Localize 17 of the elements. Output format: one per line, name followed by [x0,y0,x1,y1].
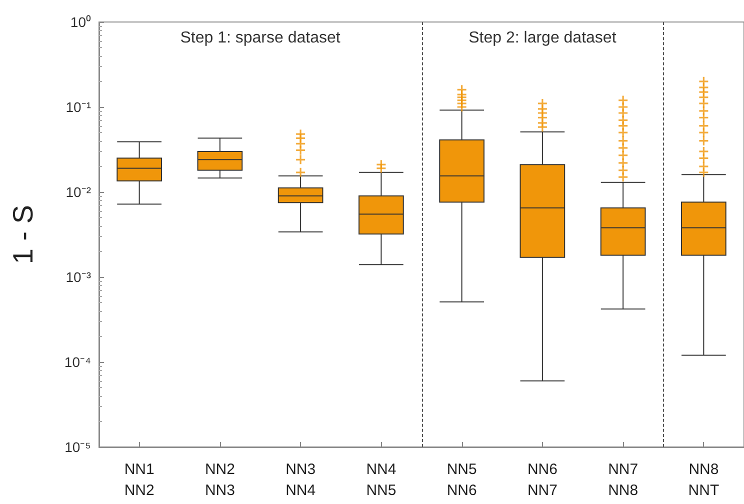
y-tick-label: 10⁻⁵ [64,439,91,455]
y-axis-title: 1 - S [8,204,38,264]
x-tick-label: NN6 NN7 [527,461,558,499]
y-tick-label: 10⁻³ [66,269,92,285]
y-tick-label: 10⁻⁴ [64,354,91,370]
x-tick-label: NN3 NN4 [286,461,316,499]
y-tick-label: 10⁻¹ [66,99,92,115]
x-tick-label: NN4 NN5 [366,461,396,499]
annotation: Step 1: sparse dataset [180,30,341,46]
x-tick-label: NN5 NN6 [446,461,477,499]
x-tick-label: NN2 NN3 [204,461,235,499]
y-tick-label: 10⁻² [66,184,92,200]
x-tick-label: NN1 NN2 [124,461,154,499]
y-tick-label: 10⁰ [70,14,91,30]
x-tick-label: NN8 NNT [688,461,720,499]
annotation: Step 2: large dataset [468,30,617,46]
x-tick-label: NN7 NN8 [608,461,638,499]
